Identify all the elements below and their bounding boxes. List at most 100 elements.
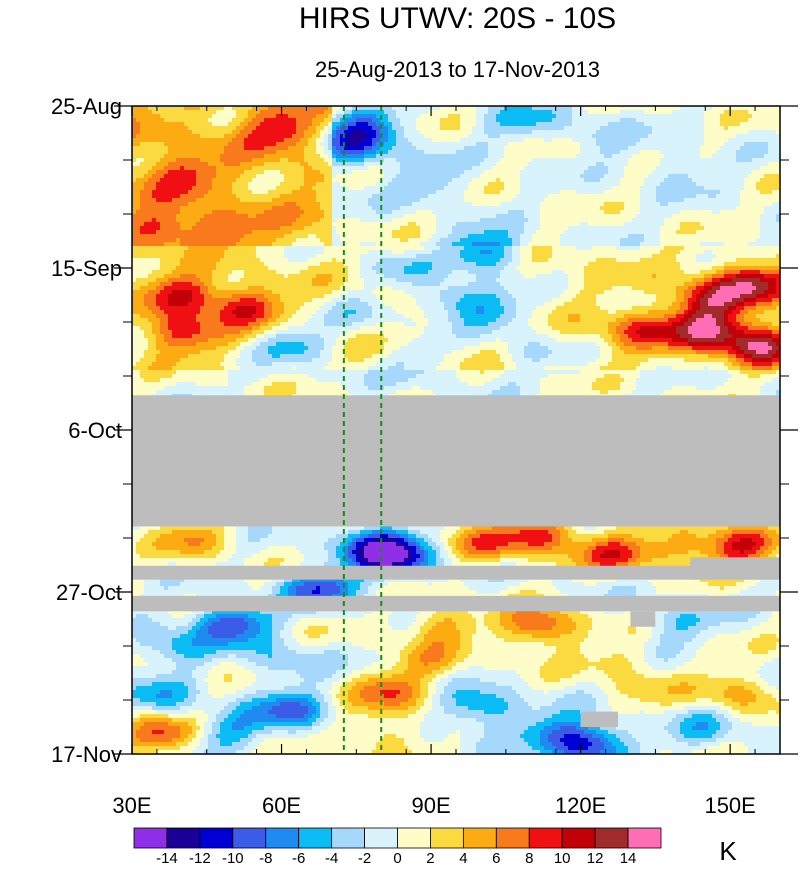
field-cell [184,122,213,127]
field-cell [704,130,749,135]
field-cell [388,118,401,123]
field-cell [144,590,273,595]
field-cell [332,722,421,727]
field-cell [716,546,725,551]
field-cell [768,342,777,347]
field-cell [180,222,197,227]
field-cell [664,154,701,159]
field-cell [732,722,753,727]
field-cell [664,218,761,223]
field-cell [144,578,161,583]
field-cell [472,542,509,547]
field-cell [532,158,629,163]
field-cell [760,166,780,171]
field-cell [304,678,325,683]
field-cell [288,274,317,279]
field-cell [272,638,285,643]
field-cell [216,346,237,351]
field-cell [224,134,237,139]
field-cell [332,698,341,703]
field-cell [720,622,761,627]
field-cell [480,690,517,695]
field-cell [404,270,429,275]
field-cell [704,294,713,299]
field-cell [604,742,613,747]
field-cell [524,230,537,235]
field-cell [420,530,441,535]
field-cell [132,294,145,299]
field-cell [284,622,297,627]
field-cell [668,538,717,543]
field-cell [324,342,337,347]
field-cell [424,310,449,315]
field-cell [304,178,325,183]
field-cell [672,338,689,343]
field-cell [412,318,429,323]
field-cell [200,626,209,631]
field-cell [760,534,769,539]
field-cell [180,726,193,731]
field-cell [204,214,249,219]
field-cell [708,366,729,371]
field-cell [292,222,313,227]
field-cell [268,346,309,351]
field-cell [156,278,169,283]
field-cell [160,262,181,267]
field-cell [132,646,153,651]
field-cell [456,546,465,551]
field-cell [564,270,585,275]
field-cell [732,374,749,379]
field-cell [580,142,597,147]
field-cell [644,674,673,679]
field-cell [348,358,365,363]
field-cell [284,306,301,311]
field-cell [208,690,237,695]
field-cell [648,134,705,139]
field-cell [132,166,153,171]
field-cell [660,638,693,643]
field-cell [744,314,757,319]
field-cell [168,586,253,591]
field-cell [592,550,605,555]
field-cell [148,282,161,287]
colorbar-box [298,827,333,849]
field-cell [628,746,641,751]
field-cell [424,546,433,551]
field-cell [436,682,449,687]
field-cell [408,654,421,659]
field-cell [616,562,629,567]
field-cell [424,718,477,723]
colorbar-label: 10 [554,850,571,867]
field-cell [424,370,457,375]
field-cell [340,678,353,683]
field-cell [656,298,677,303]
field-cell [540,750,553,754]
field-cell [756,238,780,243]
field-cell [308,234,317,239]
field-cell [208,290,273,295]
field-cell [140,230,157,235]
field-cell [332,114,337,119]
field-cell [324,546,337,551]
field-cell [132,202,141,207]
field-cell [132,726,141,731]
field-cell [320,590,341,595]
field-cell [688,306,693,311]
field-cell [320,130,329,135]
field-cell [716,538,729,543]
field-cell [644,290,677,295]
field-cell [160,226,181,231]
field-cell [252,178,285,183]
field-cell [176,214,205,219]
field-cell [544,198,641,203]
field-cell [680,222,701,227]
field-cell [356,554,361,559]
field-cell [396,390,433,395]
field-cell [352,686,365,691]
field-cell [484,614,501,619]
field-cell [488,150,505,155]
field-cell [232,182,249,187]
field-cell [324,242,333,247]
field-cell [292,242,325,247]
field-cell [132,550,137,555]
